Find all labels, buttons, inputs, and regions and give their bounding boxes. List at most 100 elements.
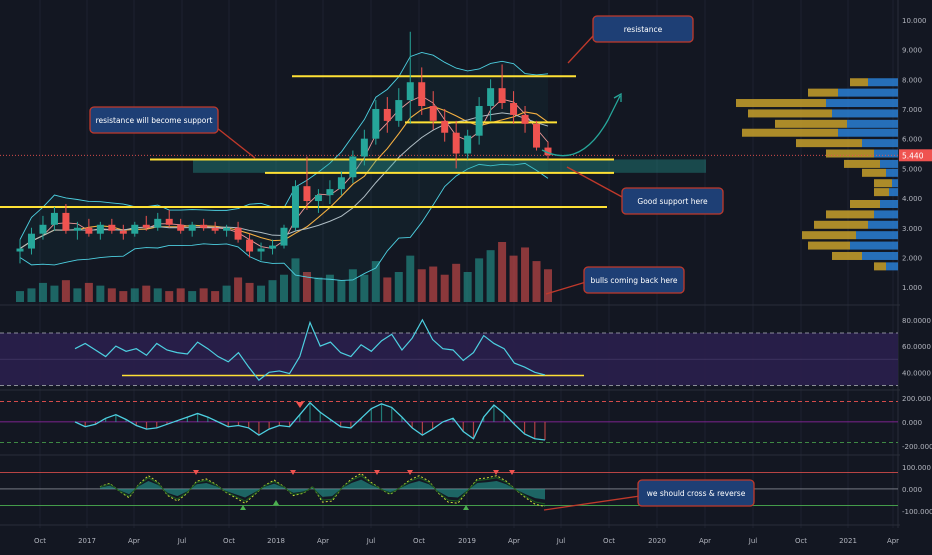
- profile-bar-buy: [847, 119, 898, 128]
- candle-body: [50, 212, 58, 225]
- time-tick-label: Jul: [748, 537, 758, 545]
- support-resistance-lines: [0, 75, 898, 208]
- volume-bar: [371, 261, 380, 302]
- price-tick-label: 10.000: [902, 17, 927, 25]
- candle-body: [280, 227, 288, 246]
- candle-body: [441, 120, 449, 133]
- osc-sell-marker-icon: [493, 470, 499, 475]
- candle-body: [533, 123, 541, 148]
- callout-resistance[interactable]: resistance: [567, 15, 694, 64]
- callout-bulls-coming-back[interactable]: bulls coming back here: [545, 266, 685, 295]
- profile-bar-sell: [775, 119, 847, 128]
- callout-box: [592, 15, 694, 43]
- volume-bar: [142, 285, 151, 302]
- candle-body: [326, 189, 334, 196]
- candle-body: [269, 245, 277, 249]
- volume-bar: [107, 288, 116, 302]
- callout-pointer: [211, 123, 256, 159]
- candle-body: [27, 233, 35, 249]
- projection-arrowhead-icon: [613, 92, 622, 102]
- profile-bar-sell: [814, 220, 868, 229]
- volume-bar: [211, 291, 220, 302]
- band-fill: [20, 52, 548, 281]
- volume-bar: [463, 272, 472, 302]
- volume-bar: [73, 288, 82, 302]
- volume-bar: [176, 288, 185, 302]
- candle-body: [200, 224, 208, 228]
- volume-bar: [61, 280, 70, 302]
- momentum-tick-label: -200.000: [902, 443, 932, 451]
- candle-body: [360, 138, 368, 157]
- support-zone: [193, 159, 706, 173]
- volume-bar: [532, 261, 541, 302]
- volume-bar: [302, 272, 311, 302]
- time-tick-label: Apr: [128, 537, 140, 545]
- volume-bar: [360, 274, 369, 302]
- candle-body: [131, 224, 139, 234]
- candle-body: [452, 132, 460, 154]
- candle-body: [464, 135, 472, 154]
- momentum-pane: 200.000 0.000 -200.000: [0, 395, 932, 451]
- volume-bar: [280, 274, 288, 302]
- rsi-pane: 80.0000 60.0000 40.0000: [0, 317, 931, 386]
- time-tick-label: 2021: [839, 537, 857, 545]
- callout-good-support[interactable]: Good support here: [566, 166, 724, 215]
- callouts: resistance resistance will become support…: [89, 15, 755, 511]
- time-tick-label: Jul: [177, 537, 187, 545]
- candle-body: [73, 227, 81, 231]
- volume-bar: [16, 291, 24, 302]
- osc-sell-marker-icon: [290, 470, 296, 475]
- volume-bar: [96, 285, 105, 302]
- time-tick-label: Oct: [413, 537, 425, 545]
- candle-body: [487, 88, 495, 106]
- volume-bar: [153, 288, 162, 302]
- volume-bar: [27, 288, 36, 302]
- candle-body: [96, 224, 104, 234]
- price-tick-label: 8.000: [902, 76, 922, 84]
- volume-bar: [498, 242, 507, 302]
- volume-bar: [383, 277, 392, 302]
- candle-body: [544, 147, 552, 156]
- candle-body: [154, 218, 162, 228]
- osc-buy-marker-icon: [273, 500, 279, 505]
- volume-bar: [337, 280, 346, 302]
- volume-bar: [406, 255, 415, 302]
- profile-bar-sell: [850, 200, 880, 208]
- osc-tick-label: -100.000: [902, 508, 932, 516]
- price-tick-label: 9.000: [902, 47, 922, 55]
- callout-cross-reverse[interactable]: we should cross & reverse: [543, 479, 755, 511]
- projection-path: [541, 95, 621, 157]
- candle-body: [521, 114, 529, 124]
- volume-bar: [50, 285, 59, 302]
- candle-body: [119, 230, 127, 234]
- callout-text: Good support here: [637, 197, 708, 206]
- time-axis: Oct 2017 Apr Jul Oct 2018 Apr Jul Oct 2019 Apr Jul O…: [34, 537, 899, 545]
- volume-bar: [452, 263, 461, 302]
- price-axis: 10.000 9.000 8.000 7.000 6.000 5.000 4.000 3.00…: [899, 17, 932, 292]
- profile-bar-sell: [862, 168, 886, 177]
- profile-bar-buy: [892, 179, 898, 188]
- volume-bar: [222, 285, 231, 302]
- volume-bar: [119, 291, 128, 302]
- candle-body: [349, 156, 357, 178]
- callout-box: [621, 187, 724, 215]
- volume-bar: [165, 291, 174, 302]
- profile-bar-buy: [886, 262, 898, 271]
- profile-bar-buy: [850, 241, 898, 250]
- profile-bar-sell: [850, 78, 868, 87]
- osc-tick-label: 0.000: [902, 486, 922, 494]
- profile-bar-sell: [844, 159, 880, 168]
- price-tick-label: 1.000: [902, 284, 922, 292]
- time-tick-label: Jul: [366, 537, 376, 545]
- candle-body: [142, 224, 150, 228]
- time-tick-label: Oct: [603, 537, 615, 545]
- callout-resistance-becomes-support[interactable]: resistance will become support: [89, 106, 256, 159]
- profile-bar-buy: [826, 99, 898, 108]
- osc-sell-marker-icon: [407, 470, 413, 475]
- rsi-tick-label: 80.0000: [902, 317, 931, 325]
- profile-bar-sell: [808, 241, 850, 250]
- candles: [16, 31, 552, 264]
- callout-pointer: [543, 495, 641, 511]
